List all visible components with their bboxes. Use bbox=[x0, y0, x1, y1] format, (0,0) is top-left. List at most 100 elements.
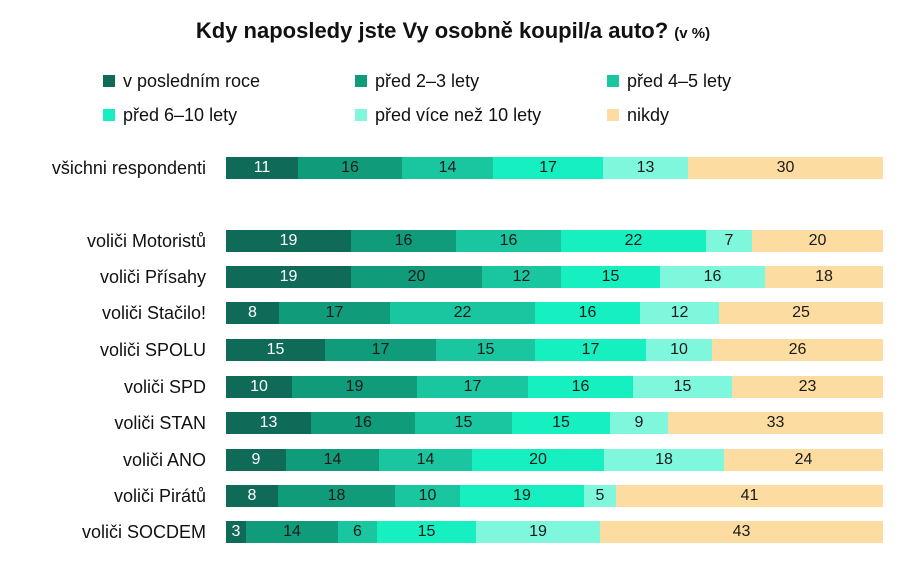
bar-segment: 14 bbox=[379, 449, 472, 471]
bar-segment: 3 bbox=[226, 521, 246, 543]
bar-segment: 16 bbox=[298, 157, 402, 179]
data-label: 25 bbox=[792, 304, 810, 321]
bar-segment: 25 bbox=[719, 302, 883, 324]
bar-segment: 16 bbox=[535, 302, 640, 324]
bar-segment: 19 bbox=[226, 266, 351, 288]
data-label: 33 bbox=[766, 414, 785, 431]
data-label: 17 bbox=[539, 159, 557, 176]
bar-segment: 15 bbox=[633, 376, 732, 398]
data-label: 10 bbox=[418, 487, 437, 504]
legend-item: nikdy bbox=[607, 104, 669, 126]
bar-segment: 33 bbox=[668, 412, 883, 434]
data-label: 17 bbox=[371, 341, 390, 358]
bar-segment: 14 bbox=[246, 521, 338, 543]
bar-segment: 8 bbox=[226, 302, 279, 324]
bar-segment: 6 bbox=[338, 521, 377, 543]
bar-segment: 17 bbox=[325, 339, 436, 361]
data-label: 19 bbox=[345, 378, 364, 395]
bar-segment: 14 bbox=[402, 157, 493, 179]
data-label: 13 bbox=[259, 414, 278, 431]
data-label: 15 bbox=[476, 341, 495, 358]
bar-segment: 14 bbox=[286, 449, 379, 471]
data-label: 6 bbox=[353, 523, 362, 540]
data-label: 18 bbox=[815, 268, 833, 285]
legend-label: v posledním roce bbox=[123, 70, 261, 91]
bar-segment: 24 bbox=[724, 449, 883, 471]
bar-segment: 17 bbox=[417, 376, 528, 398]
data-label: 20 bbox=[529, 451, 547, 468]
legend-label: před 2–3 lety bbox=[375, 70, 480, 91]
data-label: 20 bbox=[808, 232, 827, 249]
data-label: 30 bbox=[776, 159, 795, 176]
bar-segment: 20 bbox=[472, 449, 604, 471]
bar-segment: 19 bbox=[460, 485, 584, 507]
bar-segment: 13 bbox=[603, 157, 688, 179]
bar-segment: 18 bbox=[765, 266, 883, 288]
bar-segment: 18 bbox=[278, 485, 395, 507]
data-label: 41 bbox=[740, 487, 759, 504]
data-label: 24 bbox=[794, 451, 813, 468]
bar-segment: 15 bbox=[436, 339, 535, 361]
bar-segment: 5 bbox=[584, 485, 616, 507]
legend-label: před 4–5 lety bbox=[627, 70, 732, 91]
data-label: 17 bbox=[581, 341, 600, 358]
bar-segment: 16 bbox=[660, 266, 765, 288]
data-label: 9 bbox=[634, 414, 644, 431]
data-label: 16 bbox=[578, 304, 597, 321]
legend-swatch bbox=[607, 75, 619, 87]
category-label: voliči SOCDEM bbox=[81, 522, 206, 542]
legend-item: před více než 10 lety bbox=[355, 104, 541, 126]
bar-segment: 15 bbox=[377, 521, 476, 543]
data-label: 15 bbox=[601, 268, 620, 285]
bar-segment: 10 bbox=[226, 376, 292, 398]
bar-segment: 15 bbox=[226, 339, 325, 361]
legend-item: před 2–3 lety bbox=[355, 70, 479, 92]
data-label: 19 bbox=[279, 232, 298, 249]
data-label: 13 bbox=[636, 159, 655, 176]
bar-segment: 10 bbox=[646, 339, 712, 361]
data-label: 17 bbox=[325, 304, 344, 321]
bar-segment: 9 bbox=[610, 412, 668, 434]
bar-segment: 20 bbox=[351, 266, 482, 288]
bar-segment: 16 bbox=[351, 230, 456, 252]
bar-segment: 23 bbox=[732, 376, 883, 398]
data-label: 18 bbox=[327, 487, 346, 504]
data-label: 17 bbox=[463, 378, 482, 395]
category-label: voliči ANO bbox=[122, 450, 206, 470]
bar-segment: 15 bbox=[512, 412, 610, 434]
legend-item: v posledním roce bbox=[103, 70, 260, 92]
data-label: 19 bbox=[529, 523, 547, 540]
data-label: 16 bbox=[394, 232, 413, 249]
data-label: 12 bbox=[512, 268, 531, 285]
bar-segment: 41 bbox=[616, 485, 883, 507]
bar-segment: 17 bbox=[493, 157, 603, 179]
data-label: 22 bbox=[453, 304, 472, 321]
data-label: 15 bbox=[673, 378, 692, 395]
data-label: 16 bbox=[341, 159, 359, 176]
bar-segment: 12 bbox=[640, 302, 719, 324]
legend-swatch bbox=[103, 75, 115, 87]
bar-segment: 18 bbox=[604, 449, 724, 471]
bar-segment: 8 bbox=[226, 485, 278, 507]
legend-swatch bbox=[103, 109, 115, 121]
bar-segment: 11 bbox=[226, 157, 298, 179]
category-label: voliči SPOLU bbox=[99, 340, 206, 360]
data-label: 5 bbox=[595, 487, 605, 504]
data-label: 14 bbox=[283, 523, 301, 540]
legend-item: před 6–10 lety bbox=[103, 104, 237, 126]
data-label: 3 bbox=[231, 523, 241, 540]
bar-segment: 13 bbox=[226, 412, 311, 434]
category-label: všichni respondenti bbox=[51, 158, 206, 178]
data-label: 16 bbox=[354, 414, 372, 431]
data-label: 14 bbox=[323, 451, 342, 468]
legend-swatch bbox=[355, 109, 367, 121]
data-label: 15 bbox=[266, 341, 285, 358]
data-label: 7 bbox=[724, 232, 734, 249]
bar-segment: 17 bbox=[535, 339, 646, 361]
data-label: 14 bbox=[438, 159, 457, 176]
data-label: 15 bbox=[454, 414, 473, 431]
bar-segment: 16 bbox=[528, 376, 633, 398]
data-label: 10 bbox=[250, 378, 268, 395]
data-label: 10 bbox=[670, 341, 688, 358]
data-label: 19 bbox=[279, 268, 298, 285]
